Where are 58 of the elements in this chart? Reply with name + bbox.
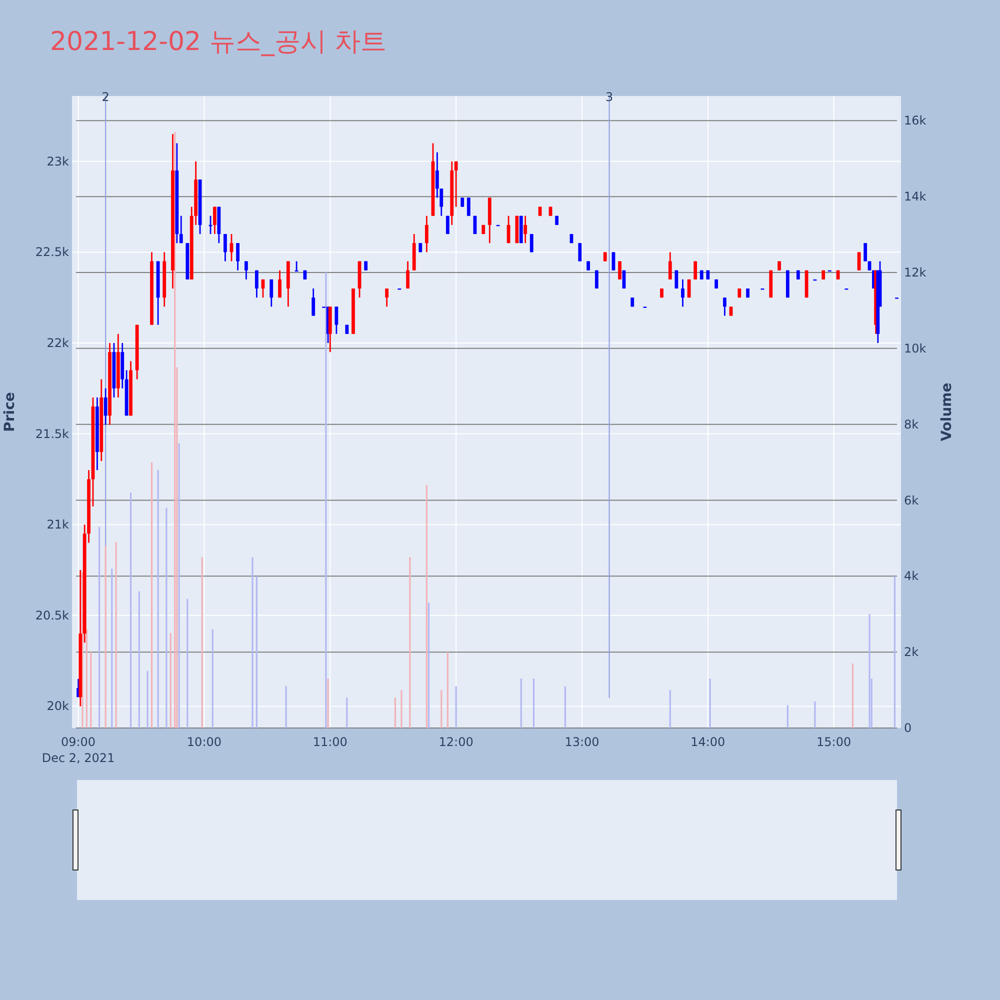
x-tick-label: 15:00 xyxy=(816,735,852,749)
candlestick xyxy=(254,270,258,298)
candlestick xyxy=(270,278,274,308)
candlestick xyxy=(612,251,616,272)
y2-tick-label: 10k xyxy=(904,341,926,356)
y-tick-label: 21.5k xyxy=(35,426,70,441)
y2-tick-label: 4k xyxy=(904,569,919,584)
candlestick xyxy=(224,233,227,262)
candlestick xyxy=(312,288,316,316)
candlestick xyxy=(524,215,528,244)
x-tick-label: 09:00 xyxy=(61,735,96,749)
x-tick-label: 10:00 xyxy=(186,735,222,749)
y2-tick-label: 14k xyxy=(904,190,926,204)
candlestick xyxy=(424,215,428,253)
candlestick xyxy=(213,206,216,235)
ref-line-label: 3 xyxy=(605,90,614,104)
candlestick xyxy=(618,260,622,280)
candlestick xyxy=(406,260,410,290)
y2-tick-label: 8k xyxy=(904,417,919,432)
candlestick xyxy=(681,278,684,308)
ref-line-label: 2 xyxy=(102,90,110,104)
candlestick xyxy=(460,197,464,208)
y-axis-title: Price xyxy=(2,392,18,432)
candlestick xyxy=(244,260,248,280)
chart-title: 2021-12-02 뉴스_공시 차트 xyxy=(50,27,387,57)
text: Dec 2, 2021 xyxy=(42,751,115,765)
candlestick xyxy=(864,242,868,262)
candlestick xyxy=(578,242,582,262)
x-tick-label: 14:00 xyxy=(690,735,726,749)
candlestick xyxy=(603,251,607,262)
candlestick xyxy=(668,251,672,280)
x-tick-label: 11:00 xyxy=(312,735,348,749)
y-tick-label: 21k xyxy=(46,518,70,532)
y-tick-label: 20.5k xyxy=(35,608,70,622)
candlestick xyxy=(179,215,183,244)
candlestick xyxy=(236,242,240,272)
y2-tick-label: 6k xyxy=(904,493,919,508)
y-tick-label: 22.5k xyxy=(35,245,70,260)
candlestick xyxy=(104,388,108,426)
y-tick-label: 23k xyxy=(46,154,70,168)
y2-tick-label: 0 xyxy=(904,721,912,735)
candlestick xyxy=(694,260,698,280)
candlestick xyxy=(385,288,389,308)
candlestick xyxy=(334,306,338,335)
candlestick xyxy=(530,233,534,253)
candlestick xyxy=(723,296,726,316)
candlestick xyxy=(466,197,470,217)
candlestick xyxy=(454,160,458,208)
x-tick-label: 12:00 xyxy=(438,735,474,749)
y2-axis-title: Volume xyxy=(939,382,955,442)
y-tick-label: 22k xyxy=(46,336,70,350)
x-tick-label: 13:00 xyxy=(564,735,600,749)
candlestick xyxy=(278,270,282,298)
y2-tick-label: 12k xyxy=(904,266,926,280)
y2-tick-label: 2k xyxy=(904,645,919,660)
y2-tick-label: 16k xyxy=(904,114,926,128)
candlestick xyxy=(857,251,861,272)
y-tick-label: 20k xyxy=(46,699,70,714)
